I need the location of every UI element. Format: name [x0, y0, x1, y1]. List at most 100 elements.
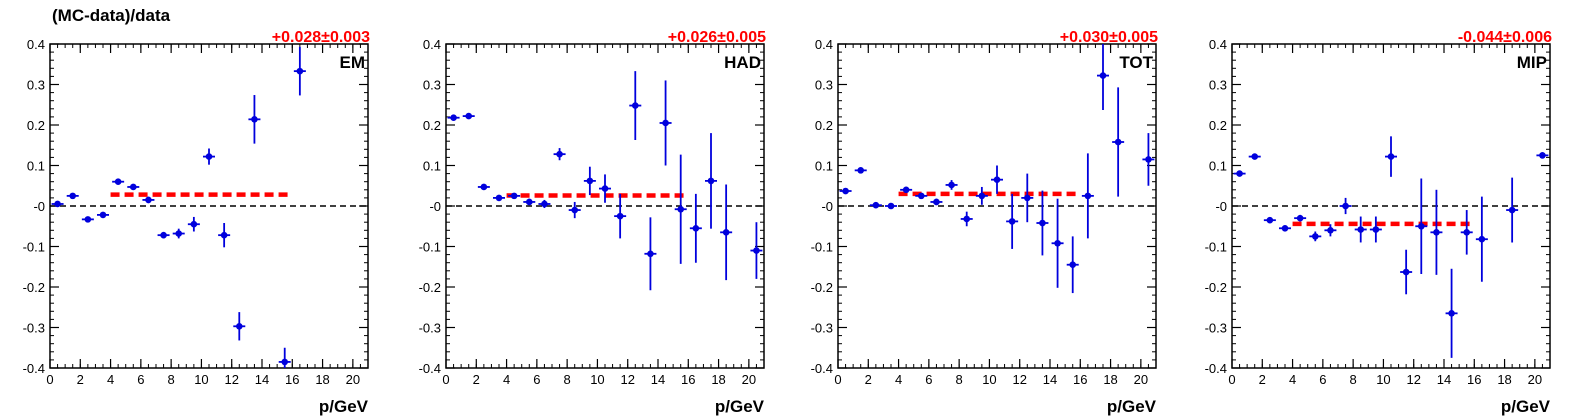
panel-tot-ytick-label: -0.2 — [811, 280, 833, 295]
panel-tot-ytick-label: -0.3 — [811, 321, 833, 336]
panel-had-fit-result: +0.026±0.005 — [668, 29, 766, 46]
panel-tot-xtick-label: 8 — [956, 372, 963, 387]
panel-had-data-point — [556, 150, 563, 158]
panel-em-xtick-label: 18 — [315, 372, 329, 387]
panel-had-data-point — [722, 229, 730, 236]
panel-had-xtick-label: 18 — [711, 372, 725, 387]
panel-mip-data-point — [1433, 229, 1440, 236]
panel-mip-data-point — [1236, 170, 1243, 177]
panel-tot-xtick-label: 10 — [982, 372, 996, 387]
panel-mip-data-point — [1281, 224, 1289, 232]
panel-em-xtick-label: 12 — [224, 372, 238, 387]
panel-had-data-point — [450, 114, 457, 122]
panel-had-xtick-label: 2 — [473, 372, 480, 387]
panel-tot-ytick-label: 0.2 — [815, 118, 833, 133]
panel-em-data-point — [235, 322, 243, 330]
panel-had-xtick-label: 16 — [681, 372, 695, 387]
panel-mip-xtick-label: 6 — [1319, 372, 1326, 387]
panel-mip-ytick-label: 0.2 — [1209, 118, 1227, 133]
panel-tot-label: TOT — [1119, 53, 1153, 72]
panel-mip-data-point — [1387, 153, 1395, 160]
panel-had-xtick-label: 8 — [564, 372, 571, 387]
panel-mip-data-point — [1357, 226, 1365, 233]
panel-em-ytick-label: 0.1 — [27, 159, 45, 174]
panel-tot-xtick-label: 20 — [1134, 372, 1148, 387]
panel-had-data-point — [677, 205, 685, 213]
panel-em-ytick-label: -0.4 — [23, 361, 45, 376]
panel-had-data-point — [662, 119, 669, 127]
panel-mip-ytick-label: -0.2 — [1205, 280, 1227, 295]
panel-em-ytick-label: 0.4 — [27, 37, 45, 52]
panel-had-data-point — [465, 112, 473, 120]
panel-tot-data-point — [993, 176, 1001, 183]
panel-had-ytick-label: -0 — [429, 199, 441, 214]
panel-em-data-point — [54, 200, 61, 208]
panel-mip-data-point — [1508, 206, 1516, 214]
panel-tot-data-point — [1099, 72, 1107, 79]
panel-had-data-point — [707, 177, 715, 185]
panel-em-data-point — [220, 231, 228, 239]
panel-tot-data-point — [1084, 192, 1092, 200]
panel-had-data-point — [631, 102, 639, 109]
panel-mip-xtick-label: 14 — [1437, 372, 1451, 387]
panel-mip-ytick-label: -0.4 — [1205, 361, 1227, 376]
panel-em-xtick-label: 6 — [137, 372, 144, 387]
panel-tot-data-point — [902, 186, 910, 194]
panel-mip-ytick-label: -0.1 — [1205, 240, 1227, 255]
panel-em-data-point — [69, 192, 77, 200]
panel-em-data-point — [114, 178, 122, 185]
panel-had-ytick-label: -0.2 — [419, 280, 441, 295]
panel-tot-ytick-label: 0.3 — [815, 78, 833, 93]
panel-tot-fit-result: +0.030±0.005 — [1060, 29, 1158, 46]
panel-mip-data-point — [1402, 268, 1410, 276]
panel-tot-ytick-label: -0.4 — [811, 361, 833, 376]
panel-mip-data-point — [1463, 229, 1471, 236]
panel-em-data-point — [281, 358, 289, 366]
panel-tot-data-point — [978, 192, 986, 200]
panel-tot-ytick-label: -0 — [821, 199, 833, 214]
panel-mip-data-point — [1296, 214, 1304, 222]
panel-had-ytick-label: -0.3 — [419, 321, 441, 336]
panel-em-data-point — [99, 211, 107, 219]
panel-em-xtick-label: 14 — [255, 372, 269, 387]
panel-em-xtick-label: 4 — [107, 372, 114, 387]
panel-tot-xtick-label: 18 — [1103, 372, 1117, 387]
panel-had-data-point — [586, 177, 594, 185]
panel-had-data-point — [525, 198, 533, 206]
panel-tot-xtick-label: 4 — [895, 372, 902, 387]
panel-had-ytick-label: -0.4 — [419, 361, 441, 376]
panel-had-data-point — [480, 183, 488, 191]
panel-had-ytick-label: -0.1 — [419, 240, 441, 255]
panel-em-ytick-label: 0.2 — [27, 118, 45, 133]
panel-tot-xtick-label: 0 — [834, 372, 841, 387]
panel-had-ytick-label: 0.4 — [423, 37, 441, 52]
panel-had-data-point — [510, 192, 518, 200]
panel-had-xtick-label: 4 — [503, 372, 510, 387]
panel-em-xtick-label: 20 — [346, 372, 360, 387]
panel-mip-xtick-label: 12 — [1406, 372, 1420, 387]
panel-had-xtick-label: 10 — [590, 372, 604, 387]
panel-had-xtick-label: 6 — [533, 372, 540, 387]
panel-tot-xtick-label: 12 — [1012, 372, 1026, 387]
panel-tot-data-point — [1039, 219, 1046, 227]
panel-had-data-point — [647, 250, 654, 258]
panel-mip-xtick-label: 20 — [1528, 372, 1542, 387]
panel-had-data-point — [571, 206, 579, 214]
panel-had-xtick-label: 20 — [742, 372, 756, 387]
panel-tot-data-point — [1023, 194, 1031, 202]
panel-mip-ytick-label: -0.3 — [1205, 321, 1227, 336]
panel-tot-data-point — [857, 167, 865, 174]
panel-tot-xtick-label: 6 — [925, 372, 932, 387]
panel-mip-data-point — [1417, 222, 1425, 230]
panel-had-xtick-label: 12 — [620, 372, 634, 387]
panel-tot-data-point — [933, 198, 940, 206]
panel-had-data-point — [692, 224, 700, 232]
panel-em-data-point — [129, 183, 137, 191]
panel-em-xlabel: p/GeV — [319, 397, 369, 416]
panel-em-xtick-label: 0 — [46, 372, 53, 387]
panel-em-xtick-label: 2 — [77, 372, 84, 387]
panel-tot-data-point — [963, 215, 971, 223]
panel-tot-data-point — [1145, 156, 1152, 163]
panel-tot-ytick-label: 0.1 — [815, 159, 833, 174]
